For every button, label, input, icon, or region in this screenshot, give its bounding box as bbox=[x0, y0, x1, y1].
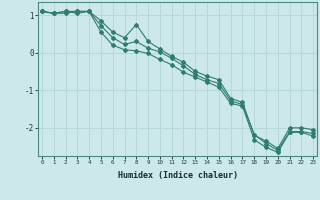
X-axis label: Humidex (Indice chaleur): Humidex (Indice chaleur) bbox=[118, 171, 238, 180]
